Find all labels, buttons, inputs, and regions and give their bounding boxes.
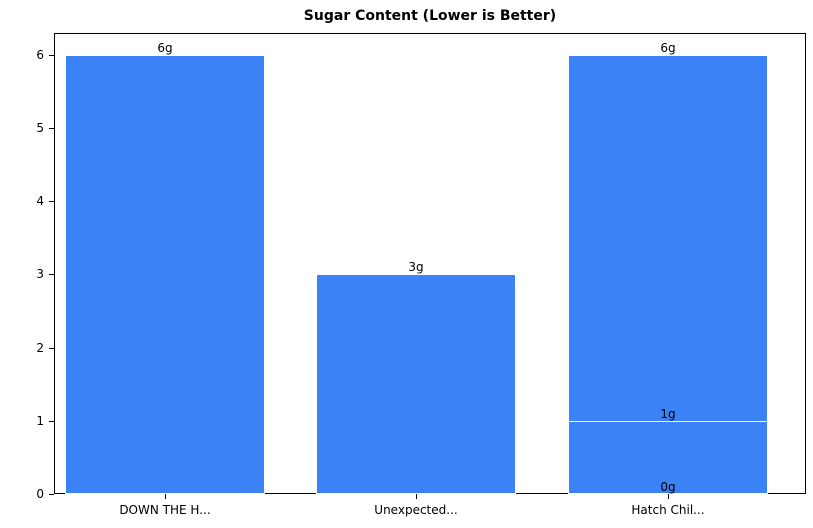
y-tick	[49, 494, 54, 495]
y-tick	[49, 201, 54, 203]
bar-value-label: 6g	[157, 40, 173, 55]
x-tick	[165, 494, 166, 499]
x-tick-label: Unexpected...	[374, 503, 458, 517]
y-tick	[49, 128, 54, 129]
bar-value-label: 3g	[408, 260, 424, 275]
y-tick	[49, 420, 54, 422]
bar	[568, 420, 768, 494]
x-tick	[668, 494, 669, 499]
y-tick	[49, 54, 54, 56]
y-tick-label: 2	[36, 340, 44, 355]
bar-value-label: 6g	[660, 40, 676, 55]
x-tick	[416, 494, 417, 499]
bar-value-label: 1g	[660, 406, 676, 421]
y-tick-label: 3	[36, 267, 44, 282]
y-tick-label: 4	[36, 194, 44, 209]
x-tick-label: DOWN THE H...	[119, 503, 211, 517]
bar-value-label: 0g	[660, 480, 676, 494]
x-tick-label: Hatch Chil...	[631, 503, 705, 517]
y-tick	[49, 274, 54, 276]
y-tick-label: 6	[36, 47, 44, 62]
chart-title: Sugar Content (Lower is Better)	[303, 8, 557, 24]
bar	[65, 54, 265, 494]
y-tick	[49, 347, 54, 349]
y-tick-label: 0	[36, 487, 44, 501]
bar	[316, 274, 516, 494]
y-tick-label: 5	[36, 121, 44, 135]
y-tick-label: 1	[36, 413, 44, 428]
